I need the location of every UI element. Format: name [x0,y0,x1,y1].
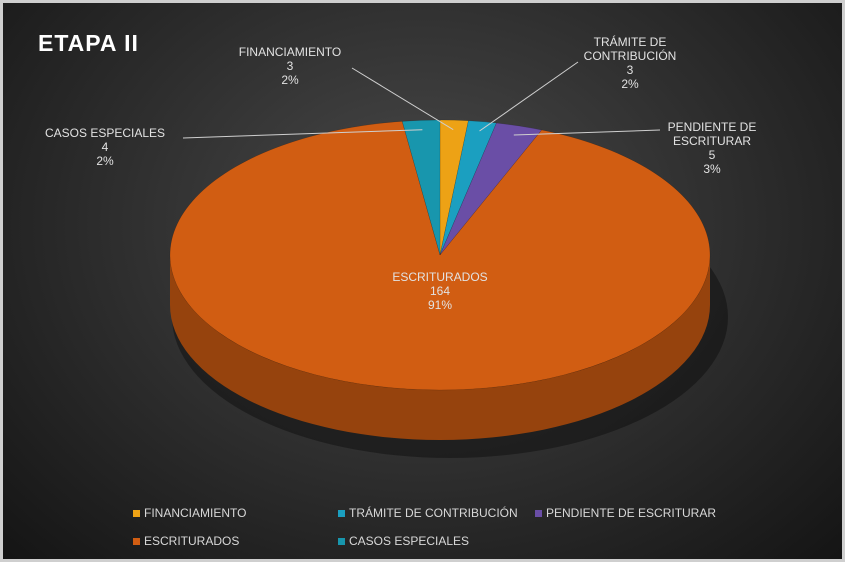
leader-line [479,61,579,132]
legend-swatch [133,509,140,517]
leader-line [182,129,423,139]
data-label-percent: 2% [281,73,299,87]
data-label-value: 5 [708,148,716,162]
legend-item: CASOS ESPECIALES [338,534,469,548]
data-label-value: 4 [101,140,109,154]
leader-line [351,67,454,131]
legend-label: FINANCIAMIENTO [144,506,247,520]
legend-item: PENDIENTE DE ESCRITURAR [535,506,716,520]
legend-swatch [133,537,140,545]
legend-label: CASOS ESPECIALES [349,534,470,548]
slice-side [170,255,710,440]
data-label: ESCRITURADOS 164 91% [360,270,520,312]
legend-swatch [338,509,345,517]
data-label: FINANCIAMIENTO 3 2% [210,45,370,87]
legend-item: FINANCIAMIENTO [133,506,246,520]
data-label-percent: 91% [427,298,453,312]
data-label: TRÁMITE DE CONTRIBUCIÓN 3 2% [550,35,710,91]
leader-line [513,129,661,136]
data-label-name: FINANCIAMIENTO [238,45,342,59]
data-label-value: 164 [429,284,451,298]
data-label-name: CASOS ESPECIALES [44,126,166,140]
data-label: CASOS ESPECIALES 4 2% [25,126,185,168]
data-label-percent: 2% [96,154,114,168]
legend-swatch [338,537,345,545]
data-label-percent: 2% [621,77,639,91]
data-label: PENDIENTE DE ESCRITURAR 5 3% [632,120,792,176]
legend-label: PENDIENTE DE ESCRITURAR [546,506,717,520]
legend-item: ESCRITURADOS [133,534,239,548]
data-label-name: ESCRITURADOS [392,270,488,284]
chart-title: ETAPA II [38,30,139,56]
data-label-value: 3 [626,63,634,77]
pie-slice [401,119,441,256]
data-label-name: TRÁMITE DE CONTRIBUCIÓN [583,35,677,63]
legend-swatch [535,509,542,517]
legend-label: ESCRITURADOS [144,534,240,548]
legend-label: TRÁMITE DE CONTRIBUCIÓN [349,506,518,520]
data-label-name: PENDIENTE DE ESCRITURAR [667,120,757,148]
pie-slice [439,119,469,256]
data-label-percent: 3% [703,162,721,176]
legend-item: TRÁMITE DE CONTRIBUCIÓN [338,506,518,520]
pie-slice [169,121,711,391]
pie-slice [439,122,543,256]
pie-slice [439,120,497,256]
data-label-value: 3 [286,59,294,73]
